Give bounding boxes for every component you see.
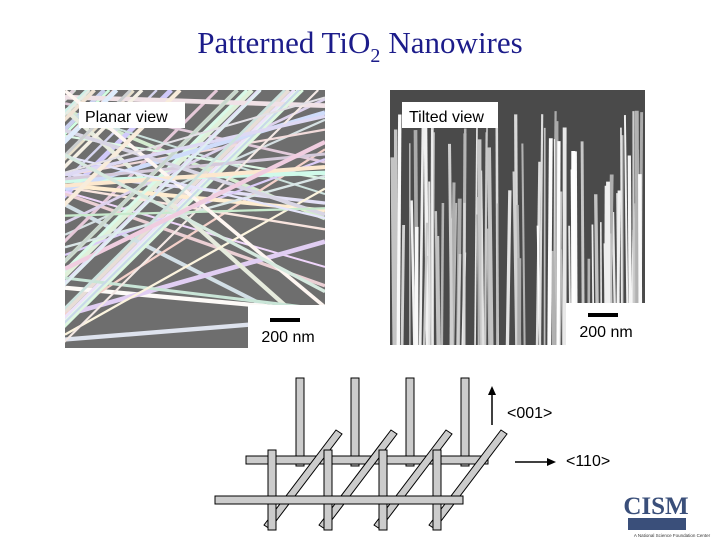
vertical-bar xyxy=(350,377,360,467)
wire xyxy=(65,239,325,318)
wire xyxy=(474,125,478,346)
wire xyxy=(65,90,254,279)
planar-image xyxy=(65,90,325,348)
logo-band xyxy=(628,518,686,530)
vertical-bar xyxy=(378,449,388,531)
wire xyxy=(65,90,182,208)
wire xyxy=(65,97,325,224)
wire xyxy=(65,90,111,136)
lattice-diagram xyxy=(214,377,508,531)
arrowhead xyxy=(488,386,496,395)
wire xyxy=(65,96,325,174)
wire xyxy=(486,228,492,346)
axis-label: <001> xyxy=(507,405,552,422)
wire xyxy=(521,143,526,346)
title: Patterned TiO2 Nanowires xyxy=(197,25,522,67)
wire xyxy=(396,114,402,346)
wire xyxy=(434,211,439,346)
logo-name: CISM xyxy=(623,493,688,520)
title-subscript: 2 xyxy=(370,45,380,67)
wire xyxy=(547,138,553,346)
scale-bar xyxy=(588,313,618,317)
scale-box xyxy=(566,303,645,345)
scale-bar xyxy=(270,318,300,322)
wire xyxy=(484,132,488,346)
wire xyxy=(65,140,325,271)
wire xyxy=(65,90,119,145)
wire xyxy=(65,153,325,294)
wire xyxy=(65,107,325,343)
wire xyxy=(431,130,434,346)
wire xyxy=(422,222,429,346)
scale-label: 200 nm xyxy=(261,329,314,346)
vertical-bar xyxy=(267,449,277,531)
wire xyxy=(505,190,512,346)
wire xyxy=(65,207,325,217)
image-label: Tilted view xyxy=(409,109,484,126)
wire xyxy=(556,141,561,346)
vertical-bar xyxy=(295,377,305,467)
wire xyxy=(65,90,304,328)
wire xyxy=(65,165,325,188)
wire xyxy=(414,226,419,346)
wire xyxy=(452,202,458,346)
wire xyxy=(436,235,441,346)
label-box xyxy=(402,102,498,128)
image-label: Planar view xyxy=(85,109,168,126)
wire xyxy=(65,90,239,263)
wire xyxy=(65,128,325,217)
wire xyxy=(447,143,454,346)
wire xyxy=(65,90,132,158)
wire xyxy=(456,254,462,346)
vertical-bar xyxy=(460,377,470,467)
title-rest: Nanowires xyxy=(388,25,522,60)
label-box xyxy=(79,102,185,128)
wire xyxy=(440,203,445,346)
wire xyxy=(65,186,325,231)
wire xyxy=(551,250,556,346)
wire xyxy=(480,170,485,346)
wire xyxy=(65,90,286,310)
scale-label: 200 nm xyxy=(579,324,632,341)
tilted-image xyxy=(390,90,645,346)
wire xyxy=(476,214,481,346)
wire xyxy=(65,90,262,286)
vertical-bar xyxy=(405,377,415,467)
wire xyxy=(65,152,325,181)
wire xyxy=(65,187,325,336)
vertical-bar xyxy=(432,449,442,531)
wire xyxy=(538,114,544,346)
wire xyxy=(65,90,144,170)
wire xyxy=(400,225,406,346)
wires xyxy=(65,90,325,343)
scale-box xyxy=(248,305,326,348)
logo: CISM A National Science Foundation Cente… xyxy=(623,493,710,538)
logo-tagline: A National Science Foundation Center xyxy=(634,533,711,538)
wire xyxy=(65,114,325,177)
arrowhead xyxy=(547,458,556,466)
vertical-bar xyxy=(323,449,333,531)
wire xyxy=(418,112,425,346)
axis-label: <110> xyxy=(566,453,610,470)
wire xyxy=(487,147,494,346)
wire xyxy=(65,148,325,316)
wire xyxy=(512,171,519,346)
title-main: Patterned TiO xyxy=(197,25,370,60)
wire xyxy=(390,157,397,346)
wire xyxy=(65,90,219,244)
wire xyxy=(410,200,416,346)
horizontal-bar xyxy=(214,495,464,505)
